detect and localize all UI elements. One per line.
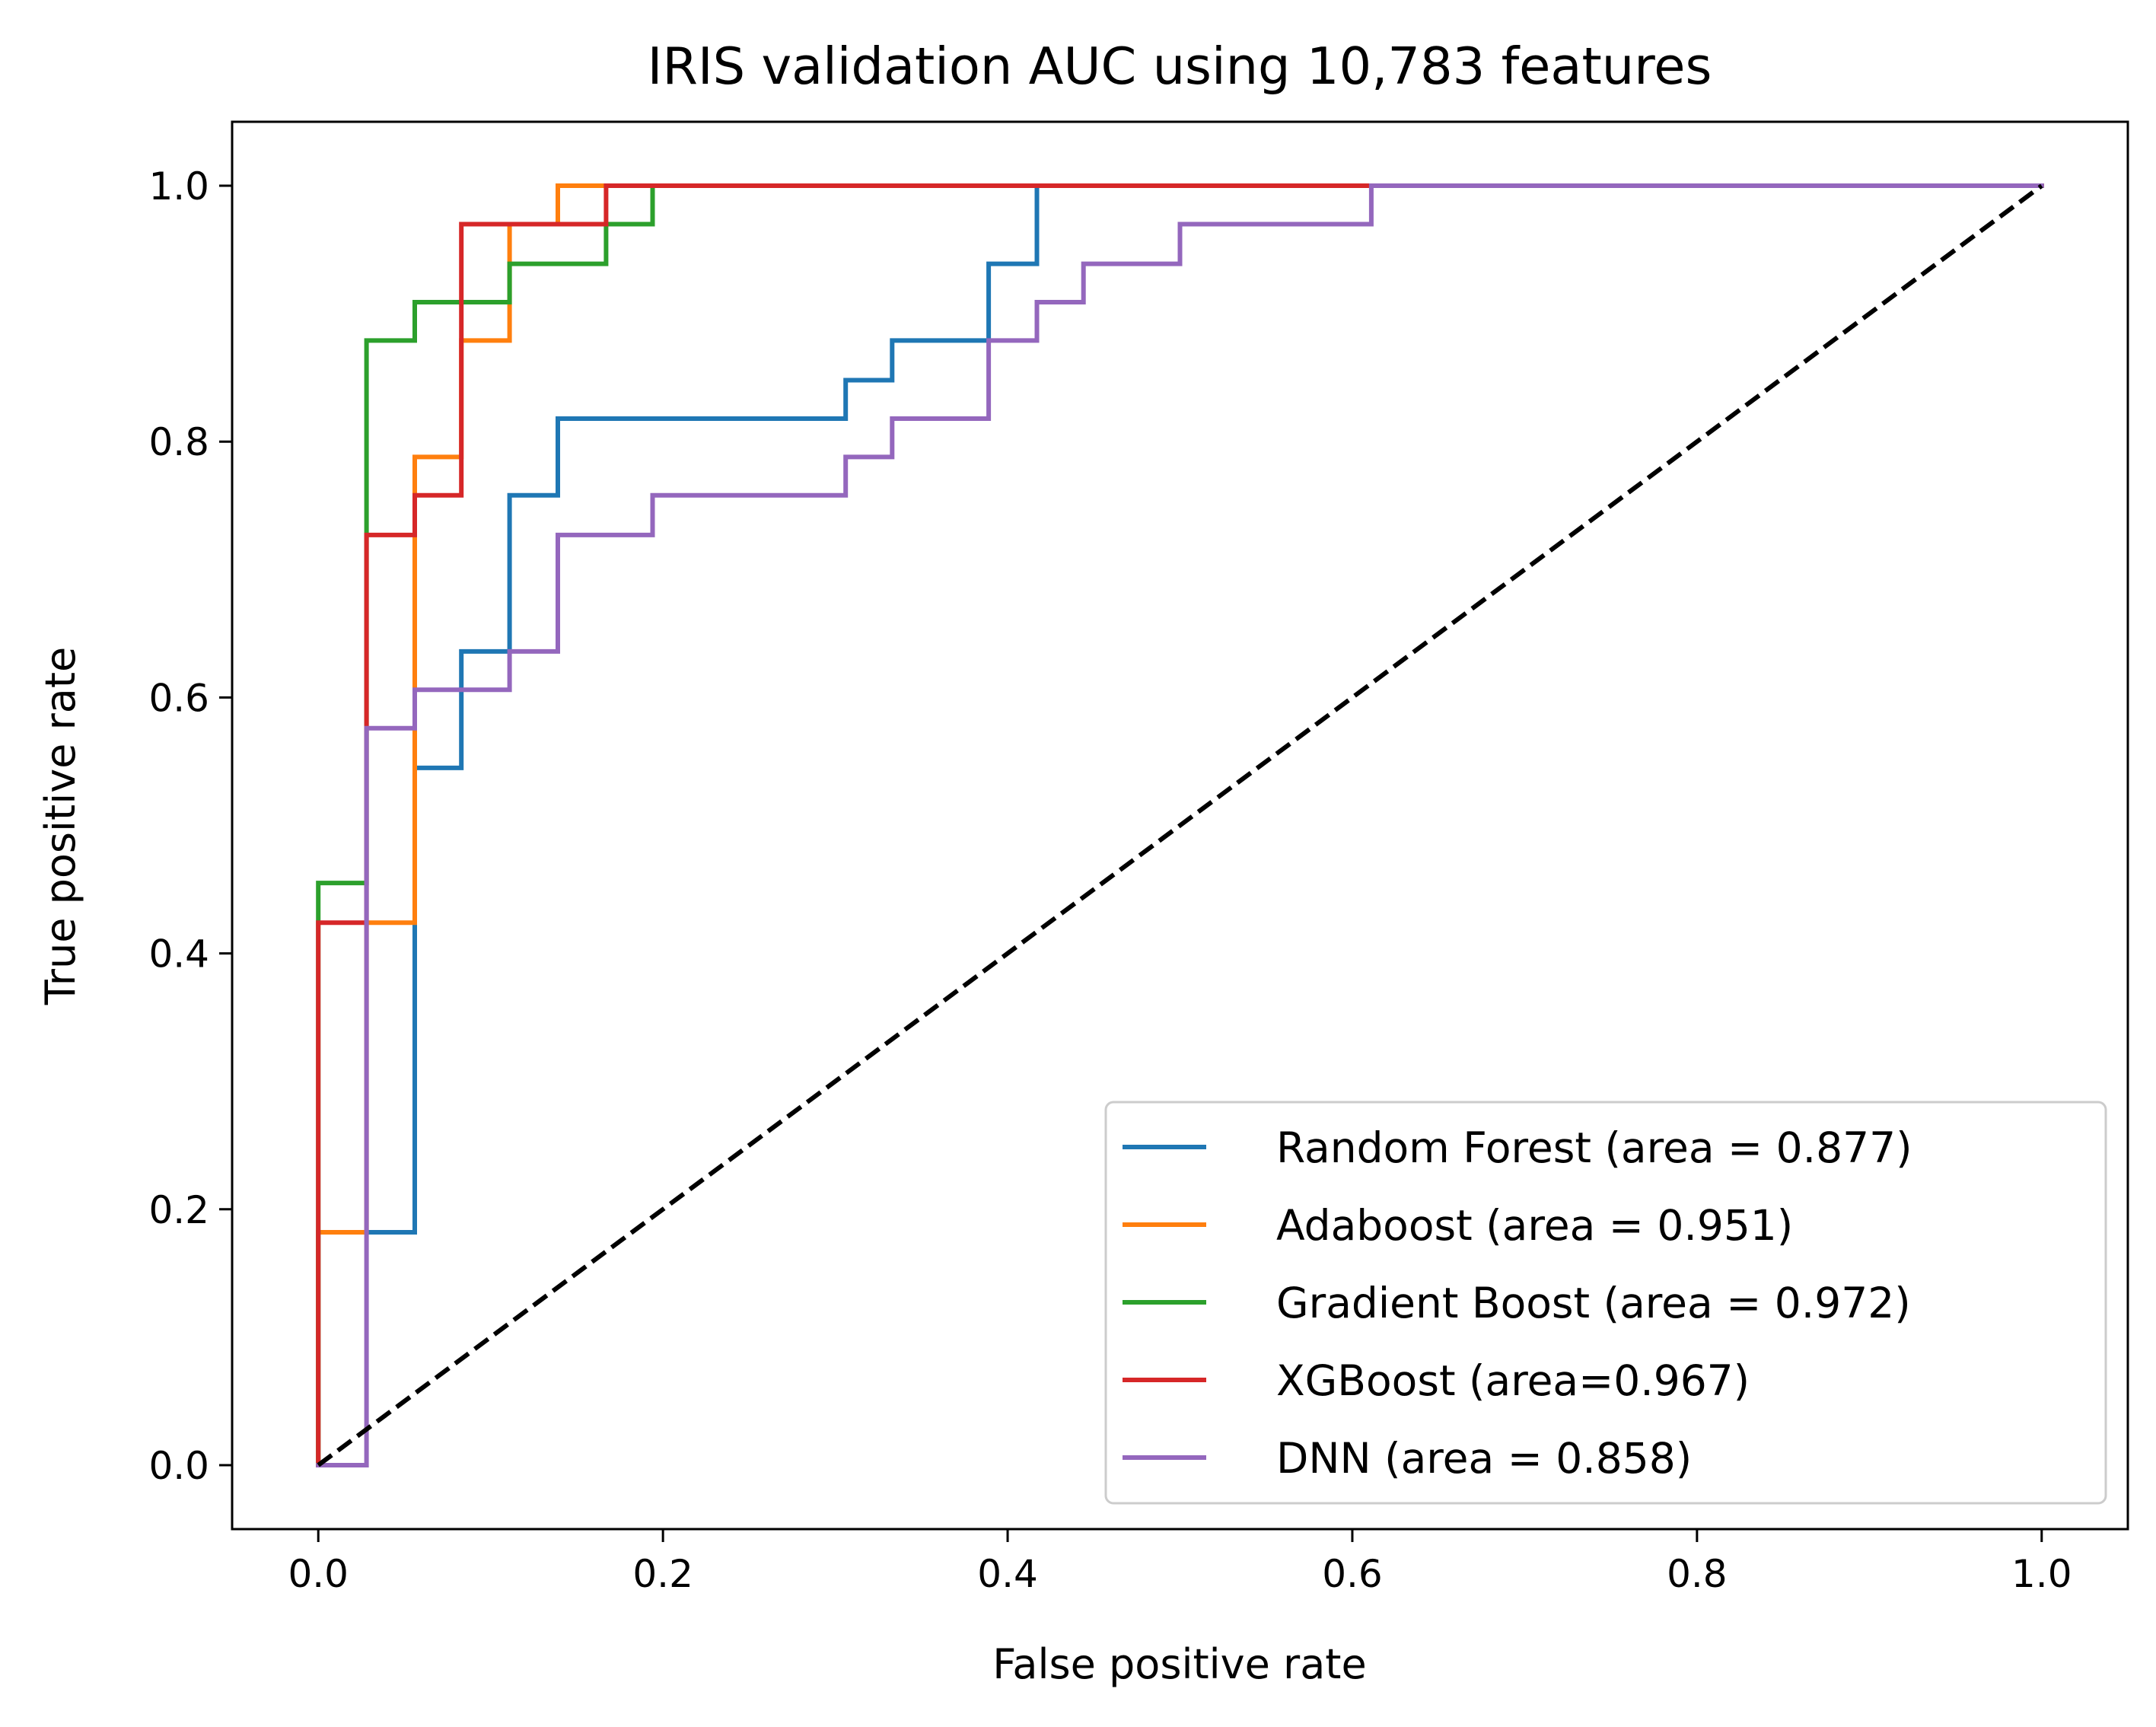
- y-tick-label: 0.8: [148, 420, 209, 464]
- legend: Random Forest (area = 0.877) Adaboost (ar…: [1104, 1101, 2107, 1505]
- legend-label-3: Gradient Boost (area = 0.972): [1276, 1279, 1911, 1327]
- x-axis-ticks: 0.0 0.2 0.4 0.6 0.8 1.0: [288, 1529, 2072, 1596]
- y-tick-label: 1.0: [148, 164, 209, 209]
- x-axis-label: False positive rate: [992, 1640, 1366, 1688]
- y-tick-label: 0.6: [148, 676, 209, 720]
- y-tick-label: 0.0: [148, 1444, 209, 1488]
- legend-box: [1104, 1101, 2107, 1505]
- reference-diagonal-line: [317, 183, 2043, 1467]
- y-tick-label: 0.2: [148, 1188, 209, 1232]
- legend-label-1: Random Forest (area = 0.877): [1276, 1123, 1912, 1172]
- y-axis-ticks: 0.0 0.2 0.4 0.6 0.8 1.0: [148, 164, 232, 1488]
- plot-area-frame: [231, 120, 2129, 1531]
- legend-label-5: DNN (area = 0.858): [1276, 1434, 1692, 1483]
- x-tick-label: 0.8: [1667, 1552, 1728, 1596]
- y-tick-label: 0.4: [148, 932, 209, 977]
- x-tick-label: 0.2: [632, 1552, 693, 1596]
- series-line-4: [316, 183, 2044, 1467]
- legend-label-2: Adaboost (area = 0.951): [1276, 1201, 1793, 1250]
- legend-label-4: XGBoost (area=0.967): [1276, 1356, 1750, 1405]
- x-tick-label: 0.0: [288, 1552, 349, 1596]
- series-line-5: [316, 183, 2044, 1467]
- x-tick-label: 1.0: [2011, 1552, 2072, 1596]
- chart-title: IRIS validation AUC using 10,783 feature…: [648, 37, 1712, 96]
- x-tick-label: 0.4: [977, 1552, 1038, 1596]
- y-axis-label: True positive rate: [37, 647, 84, 1006]
- x-tick-label: 0.6: [1322, 1552, 1383, 1596]
- series-layer: [316, 183, 2044, 1467]
- series-line-1: [316, 183, 2044, 1467]
